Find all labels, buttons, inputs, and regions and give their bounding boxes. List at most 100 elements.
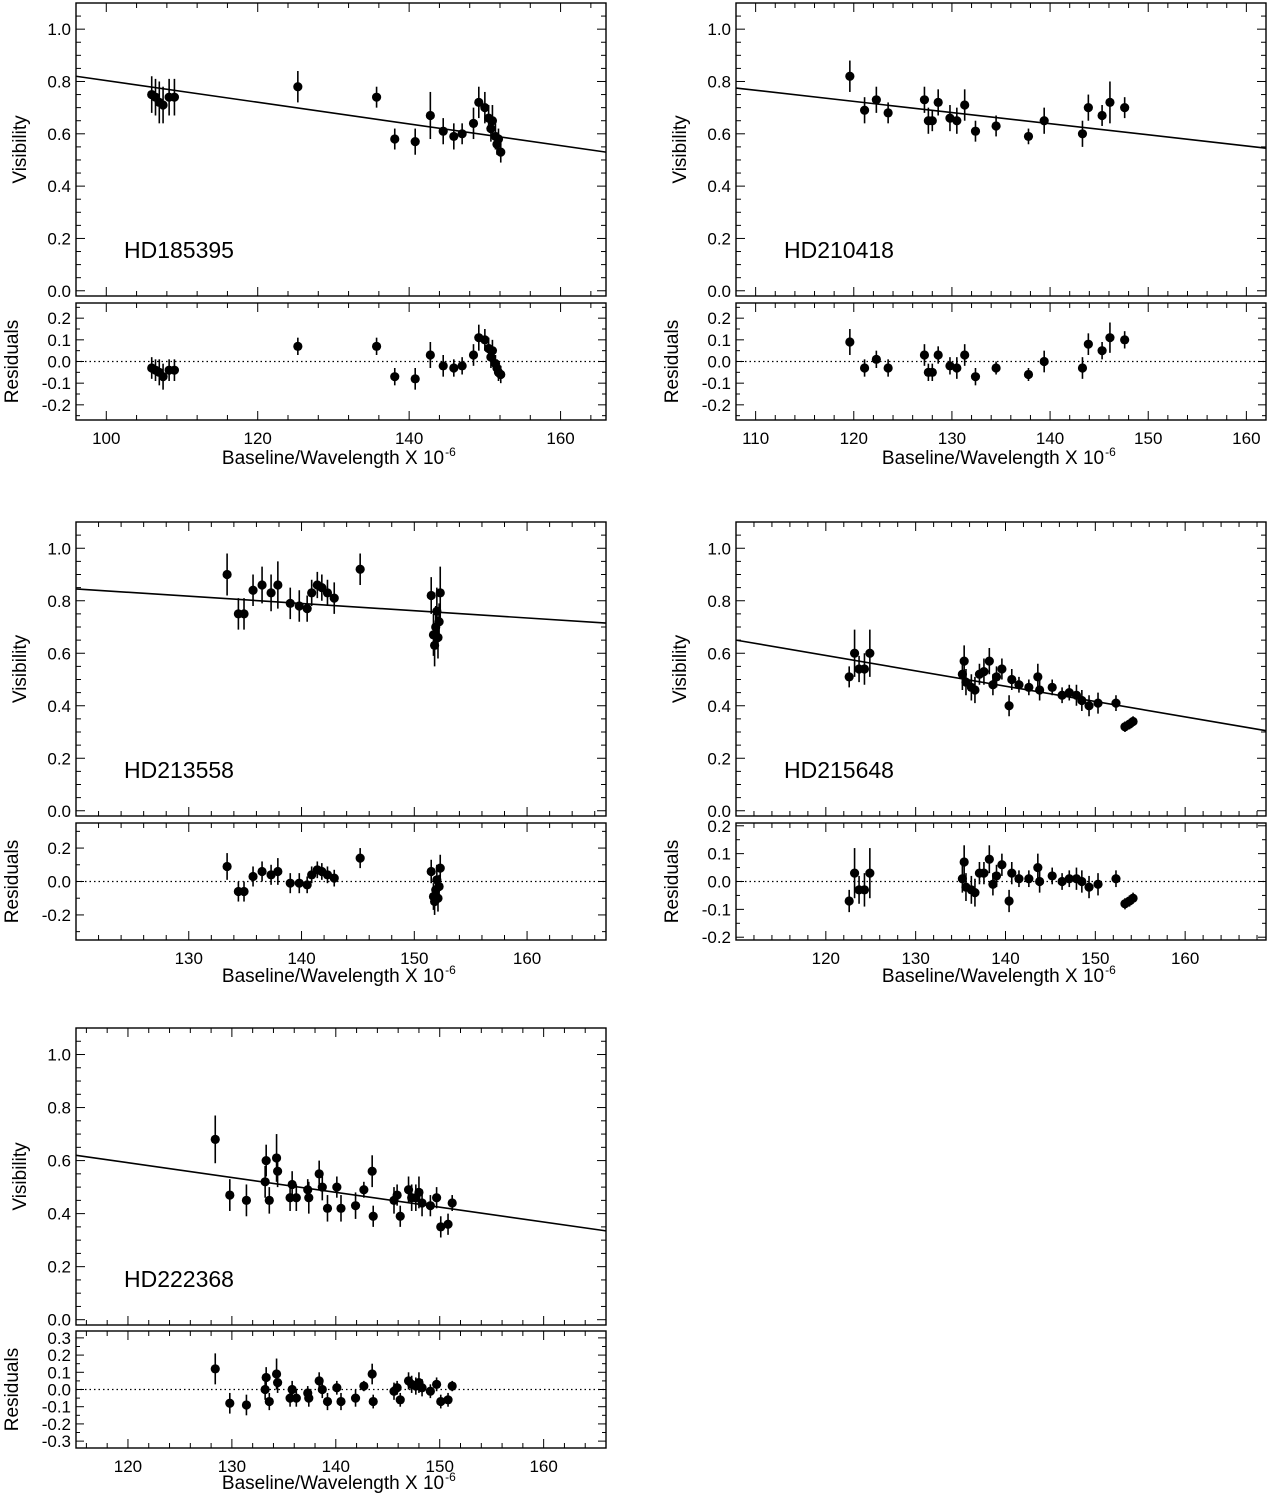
visibility-point [367,1166,377,1176]
fit-line [735,639,1267,732]
visibility-point [314,1169,324,1179]
residual-point [426,866,436,877]
residual-tick-label: 0.1 [707,845,731,864]
visibility-point [933,97,943,108]
visibility-plot-frame [735,2,1267,297]
x-tick-label: 140 [991,949,1019,968]
fit-line [735,87,1267,149]
visibility-point [368,1211,378,1221]
residual-point [287,1384,297,1395]
visibility-point [302,604,312,614]
residual-tick-label: 0.1 [47,1363,71,1382]
residual-point [859,885,870,895]
residual-tick-label: -0.3 [42,1432,71,1451]
x-axis-title-exponent: -6 [1105,445,1116,459]
residual-point [1084,882,1094,892]
visibility-point [390,134,400,144]
visibility-point [1083,103,1093,113]
visibility-point [844,672,854,682]
residual-point [1047,871,1057,881]
x-tick-label: 140 [287,949,315,968]
visibility-point [486,123,496,134]
x-tick-label: 130 [938,429,966,448]
visibility-plot-frame [75,1027,607,1326]
x-axis-title: Baseline/Wavelength X 10 [222,1473,444,1494]
visibility-point [865,648,875,658]
star-name-label: HD215648 [784,757,894,783]
visibility-point [1111,698,1121,708]
visibility-point [426,590,436,601]
residual-point [329,873,339,883]
x-axis-title: Baseline/Wavelength X 10 [882,966,1104,987]
residual-point [1023,369,1034,380]
y-tick-label: 0.8 [707,592,731,611]
visibility-point [991,672,1002,682]
residual-point [960,350,970,360]
visibility-point [1007,674,1017,685]
y-axis-title-visibility: Visibility [670,115,691,184]
y-tick-label: 0.2 [47,749,71,768]
y-tick-label: 0.2 [707,229,731,248]
visibility-point [496,147,506,157]
visibility-point [425,1201,435,1211]
visibility-point [329,593,339,603]
y-tick-label: 0.8 [47,72,71,91]
visibility-point [1064,688,1074,698]
visibility-point [449,131,459,142]
y-tick-label: 0.6 [707,125,731,144]
residual-tick-label: 0.2 [707,817,731,836]
residual-point [285,878,295,888]
residual-point [991,363,1001,373]
y-tick-label: 0.0 [707,282,731,301]
residual-point [273,1378,283,1388]
visibility-point [322,588,333,598]
visibility-point [1035,685,1045,695]
residual-point [264,1396,274,1407]
residual-point [417,1383,427,1393]
y-tick-label: 0.6 [707,644,731,663]
x-tick-label: 160 [1232,429,1260,448]
y-tick-label: 0.4 [47,697,71,716]
visibility-point [919,95,930,105]
y-axis-title-visibility: Visibility [10,115,31,184]
visibility-point [417,1198,427,1208]
residual-tick-label: 0.0 [707,353,731,372]
residual-point [979,868,989,878]
x-tick-label: 160 [513,949,541,968]
residual-point [991,871,1002,881]
y-axis-title-residuals: Residuals [2,320,23,403]
visibility-point [273,1166,283,1176]
residual-point [435,863,445,873]
residual-tick-label: 0.0 [47,873,71,892]
visibility-point [294,601,304,611]
residual-point [1105,333,1115,343]
residual-point [371,341,382,351]
x-tick-label: 120 [114,1457,142,1476]
residual-point [436,1396,446,1407]
visibility-point [1014,680,1024,690]
visibility-point [1120,103,1130,113]
y-tick-label: 1.0 [707,539,731,558]
residual-point [449,363,459,373]
visibility-point [991,121,1001,131]
residual-point [332,1383,342,1393]
visibility-point [970,126,981,136]
residual-point [225,1398,235,1408]
visibility-point [984,656,994,666]
residual-point [169,365,180,375]
visibility-point [410,137,420,147]
visibility-point [304,1193,314,1203]
fit-line [75,1154,607,1232]
star-name-label: HD213558 [124,757,234,783]
residual-point [859,363,870,373]
chart-panel-hd210418: 110 120 130 140 150 160 0.0 0.2 0.4 0.6 0.8 1.0 -0.2… [662,2,1267,469]
residual-point [390,372,400,382]
visibility-point [859,664,870,674]
visibility-point [438,126,448,136]
y-tick-label: 0.0 [47,282,71,301]
y-tick-label: 0.6 [47,125,71,144]
visibility-point [493,134,504,144]
visibility-point [392,1190,402,1200]
visibility-point [432,1193,442,1203]
